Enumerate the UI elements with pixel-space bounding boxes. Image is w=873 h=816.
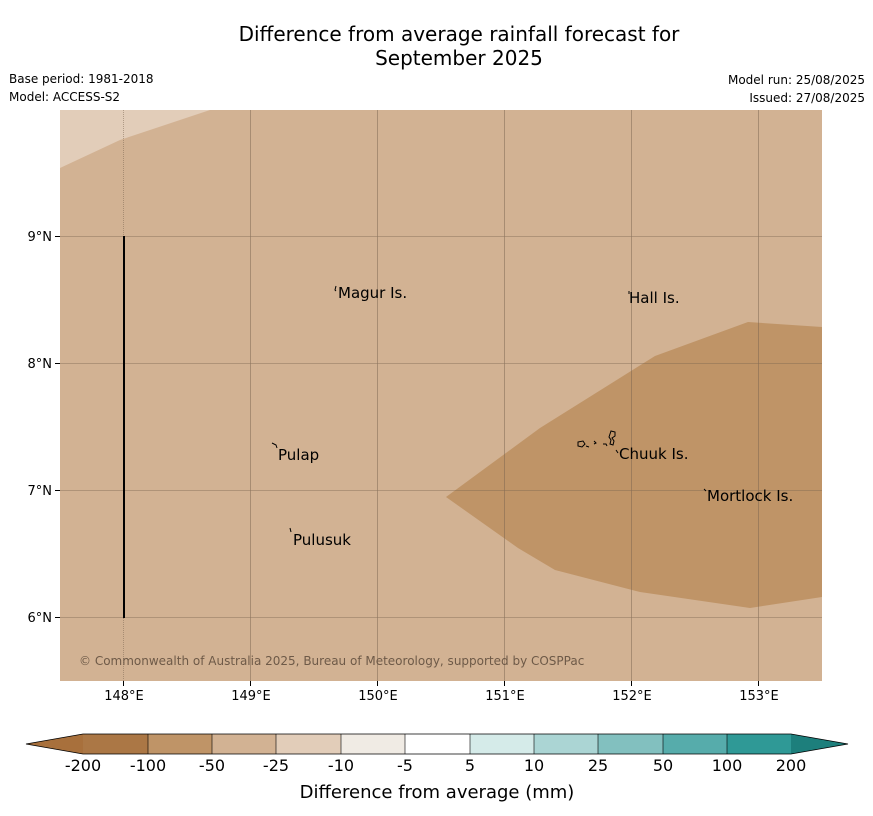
model-name: Model: ACCESS-S2 — [9, 90, 121, 104]
colorbar-swatch — [663, 734, 727, 754]
colorbar-label: 25 — [588, 756, 608, 775]
model-run: Model run: 25/08/2025 — [727, 73, 865, 87]
colorbar-swatch — [405, 734, 470, 754]
place-magur: Magur Is. — [338, 284, 407, 302]
island-outlines — [271, 285, 707, 533]
colorbar-swatch — [148, 734, 212, 754]
colorbar-swatch — [276, 734, 341, 754]
place-mortlock: Mortlock Is. — [707, 487, 793, 505]
colorbar — [25, 733, 849, 755]
issued-date: Issued: 27/08/2025 — [749, 91, 865, 105]
colorbar-low-extend — [26, 734, 83, 754]
meta-right: Model run: 25/08/2025 Issued: 27/08/2025 — [728, 71, 865, 107]
tick-marks — [55, 236, 759, 686]
copyright-text: © Commonwealth of Australia 2025, Bureau… — [79, 654, 584, 668]
mortlock-island-shape — [703, 488, 707, 492]
lon-tick-150: 150°E — [358, 689, 398, 704]
colorbar-label: 200 — [776, 756, 807, 775]
pulap-island-shape — [271, 442, 278, 449]
colorbar-label: 5 — [465, 756, 475, 775]
colorbar-label: -5 — [397, 756, 413, 775]
colorbar-swatch — [212, 734, 276, 754]
colorbar-label: 100 — [712, 756, 743, 775]
lat-tick-6: 6°N — [28, 611, 53, 626]
region-minus50 — [446, 322, 822, 608]
colorbar-high-extend — [791, 734, 848, 754]
lon-tick-151: 151°E — [485, 689, 525, 704]
base-period: Base period: 1981-2018 — [9, 72, 154, 86]
colorbar-label: -200 — [65, 756, 101, 775]
lon-tick-149: 149°E — [231, 689, 271, 704]
colorbar-swatch — [598, 734, 663, 754]
pulusuk-island-shape — [289, 527, 292, 533]
place-chuuk: Chuuk Is. — [619, 445, 688, 463]
lon-tick-153: 153°E — [739, 689, 779, 704]
title-line-1: Difference from average rainfall forecas… — [238, 22, 680, 46]
magur-island-shape — [334, 285, 337, 292]
title-line-2: September 2025 — [375, 46, 543, 70]
colorbar-outline — [25, 733, 849, 755]
gridlines — [60, 110, 822, 681]
colorbar-title: Difference from average (mm) — [300, 782, 575, 803]
lat-tick-7: 7°N — [28, 484, 53, 499]
chart-title: Difference from average rainfall forecas… — [0, 22, 873, 70]
colorbar-swatch — [534, 734, 598, 754]
colorbar-label: 50 — [653, 756, 673, 775]
lat-tick-labels: 9°N 8°N 7°N 6°N — [28, 230, 53, 626]
chuuk-islands-shape — [577, 430, 619, 454]
colorbar-labels: -200 -100 -50 -25 -10 -5 5 10 25 50 100 … — [65, 756, 806, 775]
colorbar-label: -10 — [328, 756, 354, 775]
colorbar-label: -50 — [199, 756, 225, 775]
lon-tick-152: 152°E — [612, 689, 652, 704]
colorbar-swatch — [727, 734, 791, 754]
colorbar-label: -25 — [263, 756, 289, 775]
region-minus10 — [60, 110, 210, 168]
colorbar-swatch — [470, 734, 534, 754]
meta-left: Base period: 1981-2018 Model: ACCESS-S2 — [9, 70, 154, 106]
lat-tick-9: 9°N — [28, 230, 53, 245]
colorbar-label: 10 — [524, 756, 544, 775]
place-hall: Hall Is. — [629, 289, 680, 307]
lat-tick-8: 8°N — [28, 357, 53, 372]
place-pulusuk: Pulusuk — [293, 531, 351, 549]
colorbar-swatch — [83, 734, 148, 754]
colorbar-swatch — [341, 734, 405, 754]
lon-tick-148: 148°E — [104, 689, 144, 704]
colorbar-label: -100 — [130, 756, 166, 775]
lon-tick-labels: 148°E 149°E 150°E 151°E 152°E 153°E — [104, 689, 779, 704]
place-labels: Magur Is. Hall Is. Pulap Chuuk Is. Mortl… — [278, 284, 793, 549]
place-pulap: Pulap — [278, 446, 319, 464]
